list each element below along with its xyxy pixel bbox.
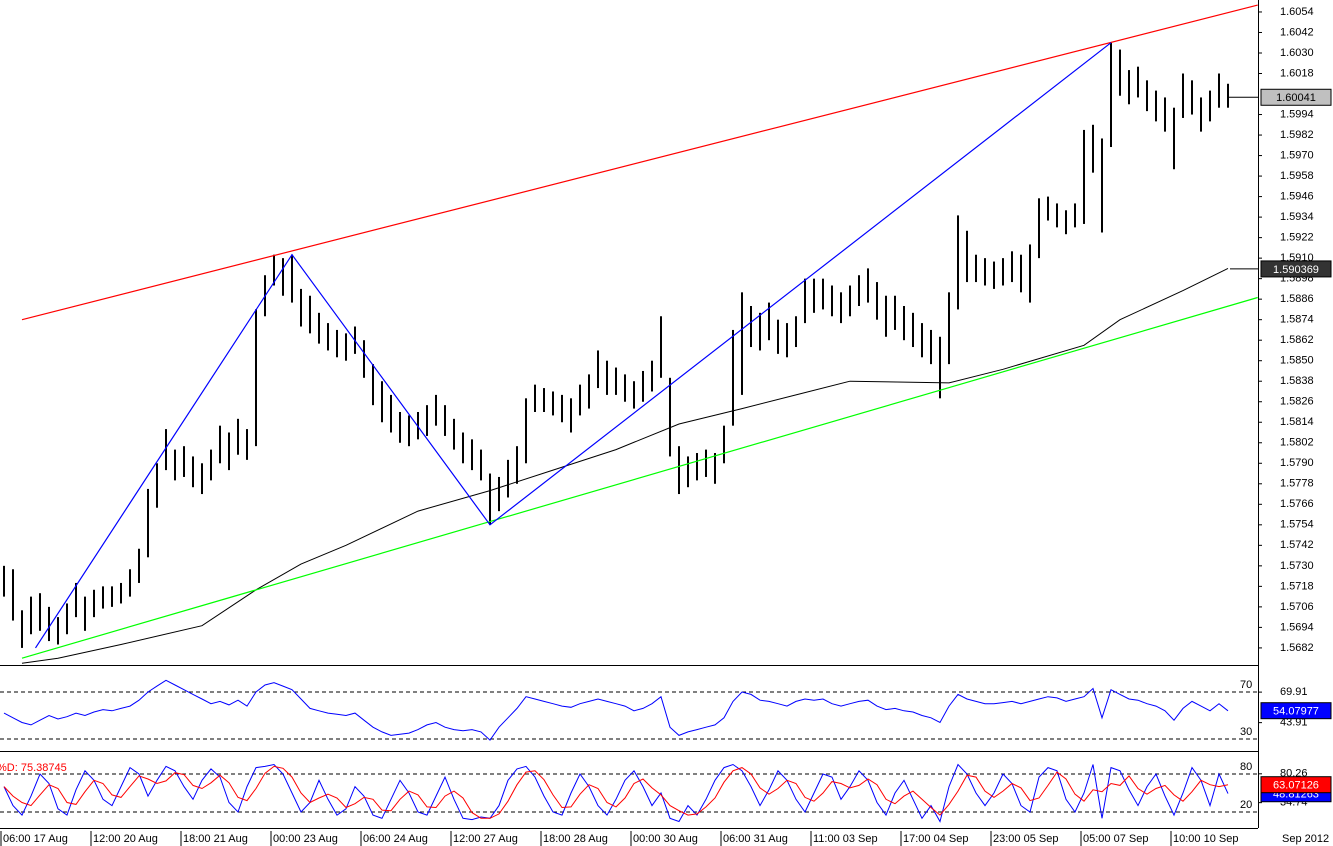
x-tick-label: 23:00 05 Sep xyxy=(993,833,1058,845)
last-price-label-box xyxy=(1260,88,1332,106)
x-tick-label: 18:00 28 Aug xyxy=(543,833,608,845)
y-tick-label: 1.5850 xyxy=(1280,355,1314,367)
indicator-line xyxy=(3,765,1229,819)
x-tick-label: 10:00 10 Sep xyxy=(1173,833,1238,845)
y-tick-label: 1.5742 xyxy=(1280,539,1314,551)
y-tick-label: 1.5766 xyxy=(1280,498,1314,510)
y-tick-label: 1.5814 xyxy=(1280,416,1314,428)
last-value-label: 63.07126 xyxy=(1273,780,1319,792)
y-tick-label: 1.6018 xyxy=(1280,67,1314,79)
level-label: 30 xyxy=(1240,726,1252,738)
last-price-label: 1.60041 xyxy=(1276,92,1316,104)
ma-last-label-box xyxy=(1260,260,1332,278)
x-tick-label: 12:00 20 Aug xyxy=(93,833,158,845)
trendline xyxy=(21,296,1258,659)
y-tick-label: 1.5778 xyxy=(1280,478,1314,490)
y-tick-label: 1.5994 xyxy=(1280,108,1314,120)
y-tick-label: 43.91 xyxy=(1280,717,1308,729)
trendline xyxy=(21,4,1258,321)
last-value-label-box xyxy=(1260,702,1332,720)
last-value-label-box xyxy=(1260,776,1332,794)
y-tick-label: 1.5970 xyxy=(1280,149,1314,161)
y-tick-label: 1.5754 xyxy=(1280,519,1314,531)
x-tick-label: 05:00 07 Sep xyxy=(1083,833,1148,845)
ma-last-label: 1.590369 xyxy=(1273,264,1319,276)
y-tick-label: 1.5862 xyxy=(1280,334,1314,346)
level-label: 80 xyxy=(1240,761,1252,773)
indicator-label: %D: 75.38745 xyxy=(0,762,67,774)
last-value-label: 54.07977 xyxy=(1273,706,1319,718)
y-tick-label: 1.5922 xyxy=(1280,232,1314,244)
y-tick-label: 1.5934 xyxy=(1280,211,1314,223)
y-tick-label: 1.5790 xyxy=(1280,457,1314,469)
x-tick-label: 18:00 21 Aug xyxy=(183,833,248,845)
y-tick-label: 1.5886 xyxy=(1280,293,1314,305)
y-tick-label: 1.5838 xyxy=(1280,375,1314,387)
y-tick-label: 1.5718 xyxy=(1280,580,1314,592)
x-tick-label: 12:00 27 Aug xyxy=(453,833,518,845)
y-tick-label: 69.91 xyxy=(1280,686,1308,698)
trendline xyxy=(34,42,1112,649)
y-tick-label: 1.5802 xyxy=(1280,437,1314,449)
y-tick-label: 1.5682 xyxy=(1280,642,1314,654)
y-tick-label: 1.6054 xyxy=(1280,6,1314,18)
level-label: 70 xyxy=(1240,679,1252,691)
indicator-line xyxy=(3,763,1229,823)
y-tick-label: 1.5946 xyxy=(1280,191,1314,203)
y-tick-label: 1.5958 xyxy=(1280,170,1314,182)
y-tick-label: 1.5706 xyxy=(1280,601,1314,613)
x-tick-label: 00:00 30 Aug xyxy=(633,833,698,845)
y-tick-label: 1.5982 xyxy=(1280,129,1314,141)
y-tick-label: 1.5826 xyxy=(1280,396,1314,408)
y-tick-label: 1.5694 xyxy=(1280,621,1314,633)
x-tick-label: 17:00 04 Sep xyxy=(903,833,968,845)
x-tick-label: 00:00 23 Aug xyxy=(273,833,338,845)
period-label: Sep 2012 xyxy=(1282,833,1329,845)
moving-average xyxy=(21,267,1229,664)
indicator-line xyxy=(3,679,1229,741)
level-label: 20 xyxy=(1240,799,1252,811)
x-tick-label: 11:00 03 Sep xyxy=(813,833,878,845)
y-tick-label: 1.6042 xyxy=(1280,26,1314,38)
y-tick-label: 1.6030 xyxy=(1280,47,1314,59)
x-tick-label: 06:00 24 Aug xyxy=(363,833,428,845)
x-tick-label: 06:00 17 Aug xyxy=(3,833,68,845)
y-tick-label: 1.5874 xyxy=(1280,314,1314,326)
x-tick-label: 06:00 31 Aug xyxy=(723,833,788,845)
y-tick-label: 1.5730 xyxy=(1280,560,1314,572)
